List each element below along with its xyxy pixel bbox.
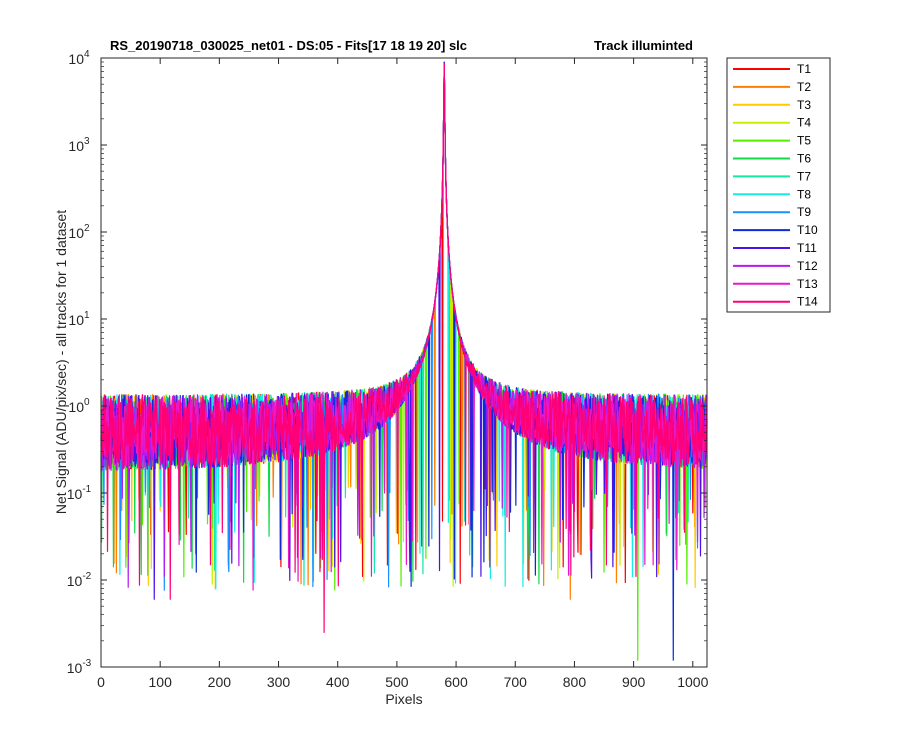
legend-label-t8: T8 — [797, 187, 811, 201]
legend-label-t5: T5 — [797, 134, 811, 148]
series-layer — [100, 61, 708, 661]
legend-label-t13: T13 — [797, 277, 818, 291]
y-axis: 10-3 10-2 10-1 100 101 102 103 104 — [67, 49, 707, 676]
x-tick-label: 400 — [326, 674, 350, 690]
legend-label-t11: T11 — [797, 241, 817, 255]
y-tick-label: 102 — [68, 223, 90, 241]
chart-title-right: Track illuminted — [594, 38, 693, 53]
x-tick-label: 500 — [385, 674, 409, 690]
series-line-t14 — [100, 62, 708, 633]
legend-label-t6: T6 — [797, 152, 811, 166]
legend-label-t7: T7 — [797, 169, 811, 183]
legend-label-t3: T3 — [797, 98, 811, 112]
x-tick-label: 1000 — [677, 674, 708, 690]
x-tick-label: 0 — [97, 674, 105, 690]
y-tick-label: 100 — [68, 397, 90, 415]
x-tick-label: 900 — [622, 674, 646, 690]
legend-label-t9: T9 — [797, 205, 811, 219]
legend: T1 T2 T3 T4 T5 T6 T7 T8 T9 T10 T11 T12 T13 T14 — [726, 57, 831, 313]
chart-title: RS_20190718_030025_net01 - DS:05 - Fits[… — [110, 38, 467, 53]
x-tick-label: 700 — [504, 674, 528, 690]
x-tick-label: 800 — [563, 674, 587, 690]
y-tick-label: 101 — [68, 310, 90, 328]
legend-label-t10: T10 — [797, 223, 818, 237]
y-tick-label: 10-2 — [67, 571, 92, 589]
legend-label-t2: T2 — [797, 80, 811, 94]
y-tick-label: 10-1 — [67, 484, 92, 502]
plot-frame — [100, 57, 708, 668]
y-tick-label: 10-3 — [67, 658, 92, 676]
legend-box — [726, 57, 831, 313]
legend-label-t1: T1 — [797, 62, 811, 76]
legend-label-t12: T12 — [797, 259, 818, 273]
legend-label-t4: T4 — [797, 116, 811, 130]
x-axis-label: Pixels — [385, 691, 422, 707]
x-tick-label: 300 — [267, 674, 291, 690]
y-axis-label: Net Signal (ADU/pix/sec) - all tracks fo… — [53, 210, 69, 514]
y-tick-label: 104 — [68, 49, 90, 67]
legend-label-t14: T14 — [797, 295, 818, 309]
y-tick-label: 103 — [68, 136, 90, 154]
x-tick-label: 100 — [149, 674, 173, 690]
x-axis: 0 100 200 300 400 500 600 700 800 900 1000 — [97, 58, 709, 690]
x-tick-label: 200 — [208, 674, 232, 690]
x-tick-label: 600 — [444, 674, 468, 690]
